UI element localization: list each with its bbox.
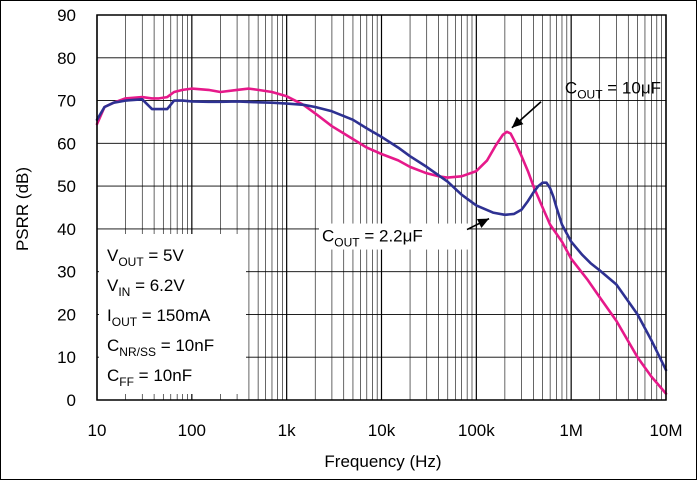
y-tick-labels: 0 10 20 30 40 50 60 70 80 90 (57, 6, 76, 410)
x-tick-label: 1k (278, 421, 296, 440)
condition-line: CNR/SS = 10nF (107, 336, 214, 359)
condition-line: VIN = 6.2V (107, 276, 185, 299)
annotation-label-bg (319, 223, 469, 250)
y-tick-label: 80 (57, 49, 76, 68)
annotation-label-2-2uf: COUT = 2.2μF (322, 227, 423, 250)
condition-line: VOUT = 5V (107, 246, 185, 269)
conditions-box: VOUT = 5V VIN = 6.2V IOUT = 150mA CNR/SS = … (99, 234, 246, 394)
y-tick-label: 20 (57, 305, 76, 324)
y-tick-label: 50 (57, 177, 76, 196)
x-tick-label: 100k (458, 421, 495, 440)
x-tick-label: 10M (649, 421, 682, 440)
x-tick-label: 1M (559, 421, 583, 440)
y-tick-label: 0 (67, 391, 76, 410)
annotation-arrowhead (476, 218, 490, 228)
series-annotations: COUT = 10μF COUT = 2.2μF (319, 79, 661, 250)
y-tick-label: 90 (57, 6, 76, 25)
x-tick-label: 10 (88, 421, 107, 440)
y-tick-label: 70 (57, 92, 76, 111)
series-line-0 (95, 87, 668, 395)
y-tick-label: 40 (57, 220, 76, 239)
y-tick-label: 10 (57, 348, 76, 367)
x-tick-labels: 10 100 1k 10k 100k 1M 10M (88, 421, 683, 440)
conditions-background (99, 234, 246, 394)
series-line-1 (95, 98, 668, 372)
y-tick-label: 60 (57, 134, 76, 153)
y-axis-label: PSRR (dB) (13, 167, 32, 251)
annotation-arrowhead (511, 116, 524, 128)
condition-line: CFF = 10nF (107, 366, 192, 389)
annotation-label-10uf: COUT = 10μF (565, 79, 661, 102)
condition-line: IOUT = 150mA (107, 306, 211, 329)
x-tick-label: 10k (368, 421, 396, 440)
y-tick-label: 30 (57, 263, 76, 282)
x-axis-label: Frequency (Hz) (324, 452, 441, 471)
plot-border (96, 14, 667, 401)
series-layer (95, 87, 668, 395)
x-tick-label: 100 (178, 421, 206, 440)
